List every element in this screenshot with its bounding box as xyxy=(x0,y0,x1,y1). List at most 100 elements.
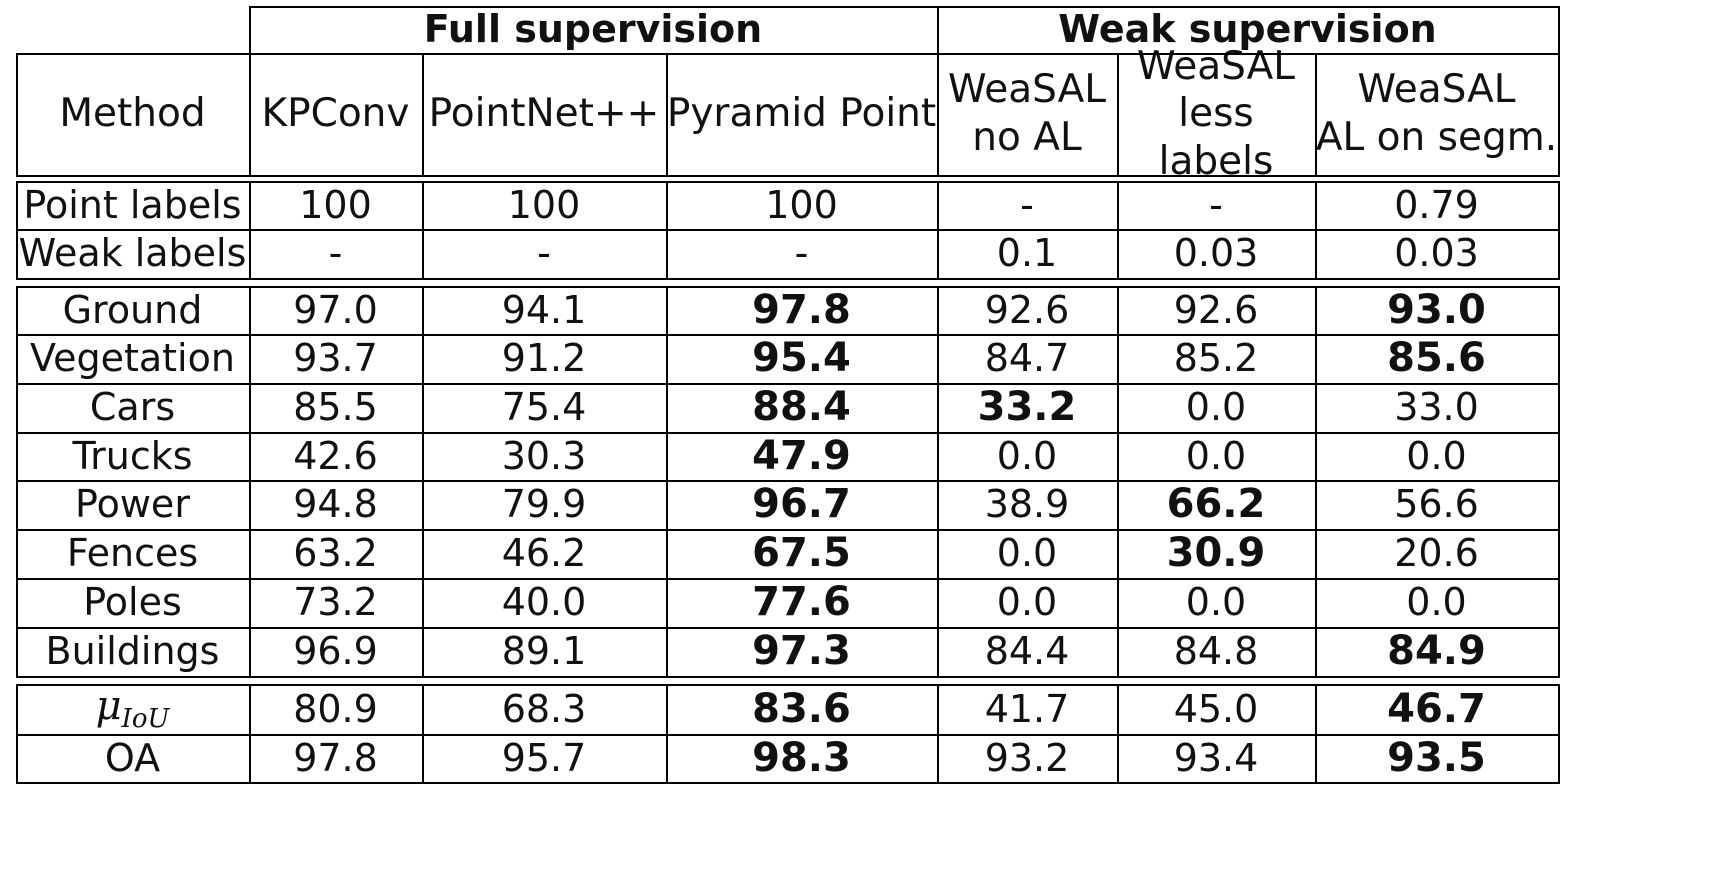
cell-value: 30.9 xyxy=(1166,530,1266,577)
mu-letter: μ xyxy=(95,683,122,730)
cell-value: 0.0 xyxy=(996,531,1058,576)
column-rule xyxy=(1117,181,1119,280)
class-row-value: 84.8 xyxy=(1117,627,1315,676)
row-label-text: Poles xyxy=(83,580,182,625)
class-row-value: 97.8 xyxy=(666,286,937,334)
column-rule xyxy=(422,53,424,177)
class-row-value: 38.9 xyxy=(937,480,1117,529)
column-rule xyxy=(249,181,251,280)
method-header: Method xyxy=(16,53,249,175)
cell-value: 98.3 xyxy=(752,734,851,781)
column-rule xyxy=(422,684,424,784)
class-row-value: 96.7 xyxy=(666,480,937,529)
row-rule xyxy=(16,432,1560,434)
cell-value: 79.9 xyxy=(501,482,587,527)
block-top-rule xyxy=(16,684,1560,686)
class-row-value: 0.0 xyxy=(1315,432,1558,480)
class-row-value: 30.9 xyxy=(1117,529,1315,578)
cell-value: 93.0 xyxy=(1387,286,1486,333)
cell-value: 80.9 xyxy=(293,686,378,731)
class-row-label: Power xyxy=(16,480,249,529)
cell-value: 20.6 xyxy=(1394,531,1479,576)
label-row-value: 0.1 xyxy=(937,229,1117,278)
class-row-value: 84.4 xyxy=(937,627,1117,676)
cell-value: 94.1 xyxy=(501,287,587,332)
column-rule xyxy=(1558,684,1560,784)
column-rule xyxy=(249,286,251,678)
label-row-value: 0.79 xyxy=(1315,181,1558,229)
class-row-value: 0.0 xyxy=(937,432,1117,480)
column-header: WeaSAL AL on segm. xyxy=(1315,53,1558,175)
row-rule xyxy=(16,578,1560,580)
column-header: Pyramid Point xyxy=(666,53,937,175)
class-row-value: 67.5 xyxy=(666,529,937,578)
cell-value: 33.0 xyxy=(1394,385,1479,430)
cell-value: 46.2 xyxy=(501,531,587,576)
class-row-value: 85.6 xyxy=(1315,334,1558,383)
cell-value: 0.1 xyxy=(996,231,1058,276)
cell-value: - xyxy=(794,231,809,276)
column-rule xyxy=(1558,53,1560,177)
cell-value: 0.03 xyxy=(1394,231,1479,276)
row-label-text: Ground xyxy=(62,287,203,332)
block-bottom-rule xyxy=(16,278,1560,280)
class-row-value: 47.9 xyxy=(666,432,937,480)
class-row-value: 56.6 xyxy=(1315,480,1558,529)
cell-value: 47.9 xyxy=(752,432,851,479)
class-row-label: Poles xyxy=(16,578,249,627)
column-header-line2: less labels xyxy=(1158,91,1274,184)
cell-value: 0.79 xyxy=(1394,182,1479,227)
label-row-value: - xyxy=(666,229,937,278)
cell-value: 75.4 xyxy=(501,385,587,430)
column-header-line2: AL on segm. xyxy=(1315,115,1558,160)
column-rule xyxy=(16,286,18,678)
column-header-line1: KPConv xyxy=(261,91,410,137)
class-row-value: 0.0 xyxy=(1315,578,1558,627)
class-row-value: 73.2 xyxy=(249,578,422,627)
class-row-value: 85.5 xyxy=(249,383,422,432)
class-row-value: 84.9 xyxy=(1315,627,1558,676)
class-row-value: 75.4 xyxy=(422,383,666,432)
class-row-value: 92.6 xyxy=(937,286,1117,334)
column-rule xyxy=(422,181,424,280)
summary-row-value: 98.3 xyxy=(666,734,937,782)
label-row-value: - xyxy=(1117,181,1315,229)
group-top-rule xyxy=(249,6,1560,8)
summary-row-label: μIoU xyxy=(16,682,249,736)
block-top-rule xyxy=(16,286,1560,288)
column-rule xyxy=(1117,684,1119,784)
column-rule xyxy=(1117,53,1119,177)
cell-value: 84.9 xyxy=(1387,628,1486,675)
cell-value: 0.03 xyxy=(1173,231,1259,276)
cell-value: 85.6 xyxy=(1387,335,1486,382)
class-row-value: 30.3 xyxy=(422,432,666,480)
row-label-text: Fences xyxy=(66,531,199,576)
column-header-text: Pyramid Point xyxy=(667,90,936,138)
class-row-label: Buildings xyxy=(16,627,249,676)
cell-value: 0.0 xyxy=(1185,433,1247,478)
cell-value: 85.2 xyxy=(1173,336,1259,381)
cell-value: 46.7 xyxy=(1387,685,1486,732)
cell-value: 56.6 xyxy=(1394,482,1479,527)
cell-value: - xyxy=(1020,182,1034,227)
cell-value: 92.6 xyxy=(984,287,1070,332)
cell-value: - xyxy=(328,231,343,276)
summary-row-value: 83.6 xyxy=(666,684,937,734)
summary-row-value: 46.7 xyxy=(1315,684,1558,734)
label-row-value: 100 xyxy=(422,181,666,229)
block-bottom-rule xyxy=(16,676,1560,678)
summary-row-value: 68.3 xyxy=(422,684,666,734)
mu-iou-symbol: μIoU xyxy=(96,682,170,736)
column-header: WeaSAL no AL xyxy=(937,53,1117,175)
column-rule xyxy=(249,684,251,784)
block-bottom-rule xyxy=(16,782,1560,784)
group-header-label: Weak supervision xyxy=(1058,7,1437,52)
label-row-value: 0.03 xyxy=(1315,229,1558,278)
class-row-label: Ground xyxy=(16,286,249,334)
cell-value: 42.6 xyxy=(293,433,378,478)
column-rule xyxy=(1558,181,1560,280)
row-label-text: Vegetation xyxy=(30,336,235,381)
label-row-value: 100 xyxy=(249,181,422,229)
label-row-value: 0.03 xyxy=(1117,229,1315,278)
